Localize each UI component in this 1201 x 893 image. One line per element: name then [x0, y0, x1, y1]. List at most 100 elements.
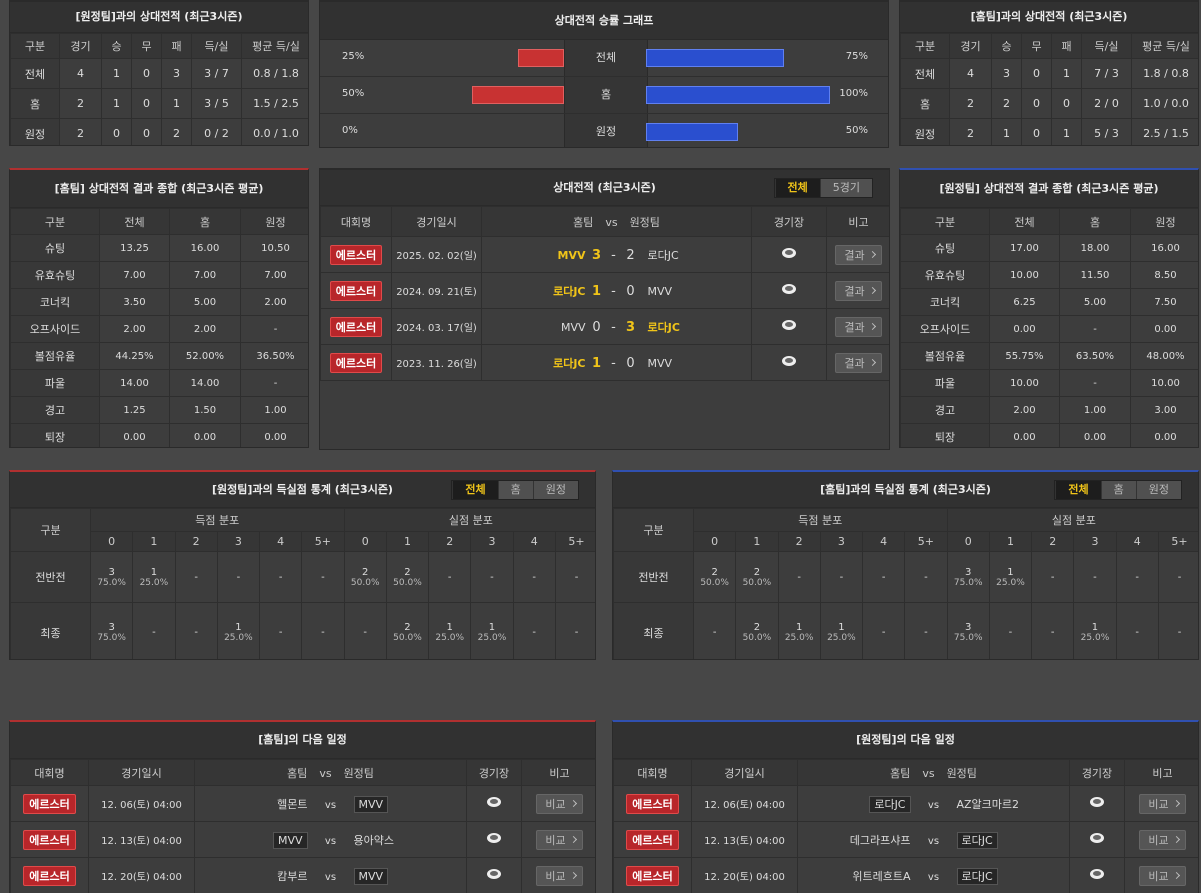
compare-button[interactable]: 비교: [536, 793, 583, 814]
tab[interactable]: 원정: [1135, 481, 1181, 499]
cell: 득점 분포: [90, 508, 345, 532]
cell: [466, 785, 522, 822]
cell: 1 25.0%: [428, 602, 472, 659]
graph-row: 50% 100% 홈: [320, 77, 888, 114]
cell: 1.00: [1059, 396, 1131, 424]
score-separator: -: [611, 319, 616, 335]
cell: 0: [89, 531, 134, 552]
home-wrap: 로다JC: [799, 795, 911, 813]
cell: 에르스터: [10, 785, 89, 822]
cell: 1: [161, 88, 192, 119]
panel-title-text: 상대전적 승률 그래프: [554, 14, 654, 27]
compare-button[interactable]: 비교: [1139, 829, 1186, 850]
tab[interactable]: 홈: [1100, 481, 1136, 499]
count: 1: [488, 622, 496, 633]
compare-button[interactable]: 비교: [536, 829, 583, 850]
count: 2: [404, 622, 411, 633]
cell: 2: [174, 531, 218, 552]
compare-button[interactable]: 비교: [1139, 793, 1186, 814]
cell: -: [301, 551, 345, 603]
table-row: 파울 14.00 14.00-: [10, 369, 308, 397]
league-badge: 에르스터: [329, 316, 383, 337]
count: -: [924, 627, 928, 638]
count: -: [1135, 571, 1139, 583]
cell: 4: [512, 531, 556, 552]
vs: vs: [927, 871, 940, 883]
cell: 2: [777, 531, 821, 552]
cell: 0.00: [989, 315, 1060, 343]
count: 1: [1091, 622, 1099, 633]
cell: -: [240, 315, 308, 343]
cell: 0: [101, 118, 132, 145]
table-row: 에르스터 12. 06(토) 04:00 로다JC vs AZ알크마르2 비교: [613, 785, 1198, 822]
cell: 12. 20(토) 04:00: [88, 857, 195, 893]
cell: 1 25.0%: [1073, 602, 1117, 659]
panel-title: [원정팀]과의 상대전적 (최근3시즌): [10, 2, 308, 33]
table-row: 코너킥 6.25 5.00 7.50: [900, 288, 1198, 316]
table-row: 대회명 경기일시 홈팀 vs 원정팀 경기장 비고: [613, 759, 1198, 786]
cell: 볼점유율: [900, 342, 990, 370]
compare-button[interactable]: 비교: [1139, 865, 1186, 886]
stadium-icon: [1090, 797, 1104, 807]
cell: -: [1031, 602, 1075, 659]
cell: 슈팅: [10, 234, 100, 262]
league-badge: 에르스터: [23, 865, 76, 886]
stadium-icon: [782, 356, 796, 366]
cell: 16.00: [1130, 234, 1198, 262]
cell: [751, 236, 827, 273]
cell: 2 50.0%: [735, 602, 779, 659]
header-text: 홈팀: [287, 766, 308, 780]
cell: 4: [1115, 531, 1159, 552]
count: -: [839, 571, 844, 583]
table-row: 0 1 2 3 4 5+ 0 1 2 3 4 5+: [614, 531, 1198, 552]
league-badge: 에르스터: [329, 280, 383, 301]
count: -: [532, 627, 536, 638]
result-button[interactable]: 결과: [835, 244, 882, 265]
count: -: [881, 627, 886, 638]
tab[interactable]: 홈: [497, 481, 533, 499]
percent: 25.0%: [139, 577, 169, 588]
cell: [1069, 785, 1125, 822]
cell: [1069, 857, 1125, 893]
result-button[interactable]: 결과: [835, 316, 882, 337]
tab[interactable]: 전체: [774, 179, 820, 197]
cell: 2: [991, 88, 1022, 119]
table-row: 전체 4 3 0 1 7 / 3 1.8 / 0.8: [900, 58, 1198, 89]
cell: -: [428, 551, 472, 603]
score-separator: -: [611, 247, 616, 263]
tab[interactable]: 전체: [1055, 481, 1101, 499]
percent: 50.0%: [350, 577, 380, 588]
cell: 승: [101, 33, 132, 59]
cell: 0: [1051, 88, 1082, 119]
cell: 1.8 / 0.8: [1131, 58, 1198, 89]
tab[interactable]: 원정: [532, 481, 578, 499]
cell: 실점 분포: [946, 508, 1198, 532]
result-button[interactable]: 결과: [835, 352, 882, 373]
table-row: 에르스터 2024. 09. 21(토) 로다JC 1-0 MVV 결과: [320, 272, 889, 309]
panel-title: [원정팀] 상대전적 결과 종합 (최근3시즌 평균): [900, 170, 1198, 208]
cell: 2025. 02. 02(일): [391, 236, 482, 273]
cell: 10.50: [240, 234, 308, 262]
count: -: [1008, 627, 1013, 638]
tab[interactable]: 전체: [452, 481, 498, 499]
cell: 1: [385, 531, 430, 552]
cell: 원정: [1130, 208, 1198, 235]
compare-button[interactable]: 비교: [536, 865, 583, 886]
table-row: 슈팅 13.25 16.00 10.50: [10, 234, 308, 262]
cell: 전체: [989, 208, 1060, 235]
cell: 위트레흐트A vs 로다JC: [797, 857, 1070, 893]
table-row: 오프사이드 2.00 2.00-: [10, 315, 308, 343]
result-button[interactable]: 결과: [835, 280, 882, 301]
count: 3: [965, 622, 972, 633]
left-label: 50%: [342, 88, 365, 99]
cell: 10.00: [1130, 369, 1198, 397]
cell: -: [1059, 369, 1131, 397]
tab[interactable]: 5경기: [819, 179, 872, 197]
cell: 2: [1031, 531, 1075, 552]
cell: 구분: [10, 508, 91, 552]
cell: 44.25%: [99, 342, 170, 370]
count: 2: [753, 622, 761, 633]
home-wrap: 헬몬트: [196, 796, 307, 812]
panel-title: [원정팀]과의 득실점 통계 (최근3시즌) 전체 홈 원정: [10, 472, 595, 508]
cell: 12. 06(토) 04:00: [691, 785, 798, 822]
